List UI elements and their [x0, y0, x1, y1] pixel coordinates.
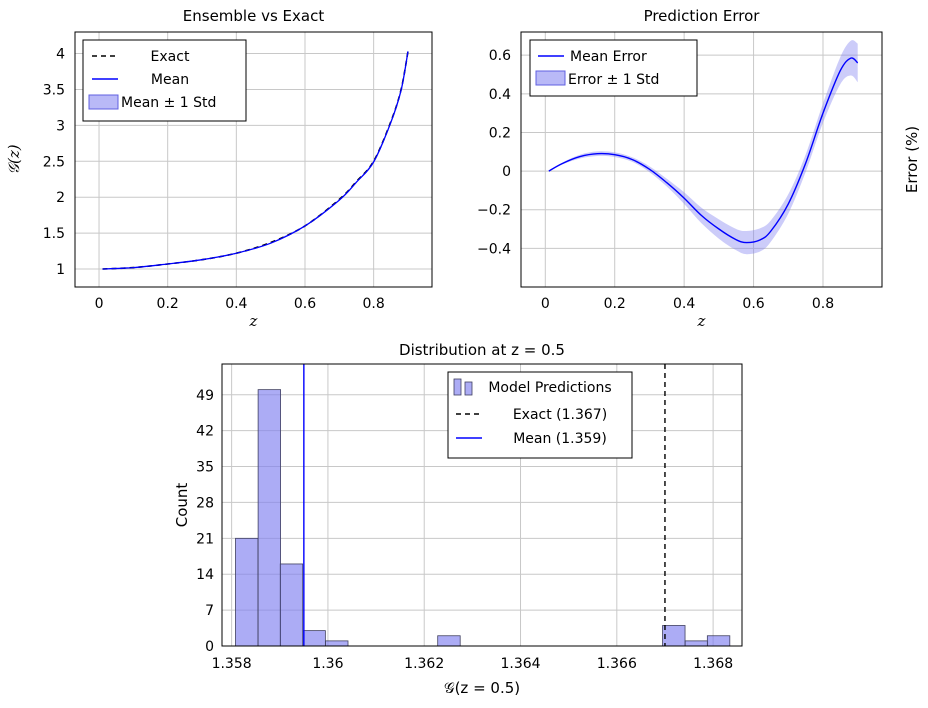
histogram-bar [706, 635, 731, 647]
legend: Exact Mean Mean ± 1 Std [82, 39, 247, 122]
y-tick-label: 1.5 [43, 226, 65, 242]
x-tick-label: 0.8 [363, 296, 385, 312]
histogram-bar [257, 389, 281, 647]
y-tick-label: 1 [56, 262, 65, 278]
plot-frame [520, 31, 883, 288]
legend-label-mean: Mean (1.359) [513, 431, 607, 447]
chart-title: Distribution at z = 0.5 [399, 341, 565, 359]
y-tick-label: 7 [205, 603, 214, 619]
x-tick-label: 0 [95, 296, 104, 312]
x-tick-label: 0.4 [673, 296, 695, 312]
x-axis-label: 𝒢(z = 0.5) [444, 679, 520, 697]
y-axis-label: 𝒢(z) [5, 144, 23, 174]
y-tick-label: 0.4 [489, 87, 511, 103]
histogram-bar [437, 635, 461, 647]
y-tick-label: 0 [502, 164, 511, 180]
legend: Model Predictions Exact (1.367) Mean (1.35… [447, 371, 633, 459]
x-tick-label: 0.8 [812, 296, 834, 312]
chart-ensemble-vs-exact: 0 0.2 0.4 0.6 0.8 1 1.5 2 2.5 3 3.5 4 Ensemble vs Ex… [5, 7, 433, 330]
x-tick-label: 1.36 [312, 656, 343, 672]
x-tick-label: 1.358 [212, 656, 252, 672]
legend-label-model-predictions: Model Predictions [488, 380, 611, 396]
y-tick-label: 3.5 [43, 82, 65, 98]
legend: Mean Error Error ± 1 Std [529, 39, 698, 97]
x-axis-label: z [697, 312, 706, 330]
y-tick-label: 42 [196, 424, 214, 440]
y-tick-label: 49 [196, 388, 214, 404]
x-tick-label: 0.2 [157, 296, 179, 312]
series-mean-line [102, 51, 409, 270]
legend-label-mean: Mean [151, 72, 189, 88]
legend-box [447, 371, 633, 459]
x-tick-label: 0.2 [604, 296, 626, 312]
y-tick-label: 35 [196, 460, 214, 476]
histogram-bar [662, 625, 686, 647]
x-tick-label: 0.6 [294, 296, 316, 312]
x-tick-label: 1.362 [404, 656, 444, 672]
legend-label-error-std: Error ± 1 Std [568, 72, 659, 88]
x-tick-label: 1.366 [597, 656, 637, 672]
y-axis-label: Error (%) [903, 126, 921, 193]
x-tick-label: 1.364 [500, 656, 540, 672]
x-axis-label: z [249, 312, 258, 330]
y-tick-label: 2 [56, 190, 65, 206]
y-tick-label: 28 [196, 495, 214, 511]
legend-swatch-error-std [535, 70, 566, 86]
histogram-bar [235, 537, 259, 647]
chart-title: Prediction Error [644, 7, 761, 25]
y-tick-label: 2.5 [43, 154, 65, 170]
legend-label-mean-error: Mean Error [570, 49, 647, 65]
x-tick-label: 0 [541, 296, 550, 312]
histogram-bar [302, 630, 326, 647]
legend-swatch-std [88, 94, 119, 110]
plot-frame [74, 31, 433, 288]
chart-prediction-error: 0 0.2 0.4 0.6 0.8 −0.4 −0.2 0 0.2 0.4 0.6 Predictio… [477, 7, 921, 330]
y-tick-label: −0.2 [477, 203, 511, 219]
x-tick-label: 1.368 [693, 656, 733, 672]
y-tick-label: 0.6 [489, 48, 511, 64]
legend-label-exact: Exact (1.367) [513, 407, 607, 423]
error-std-band [548, 40, 858, 255]
legend-box [529, 39, 698, 97]
y-tick-label: 3 [56, 118, 65, 134]
histogram-bar [684, 640, 709, 647]
y-tick-label: 0.2 [489, 125, 511, 141]
y-tick-label: 0 [205, 639, 214, 655]
x-tick-label: 0.4 [225, 296, 247, 312]
chart-title: Ensemble vs Exact [183, 7, 325, 25]
y-tick-label: 21 [196, 531, 214, 547]
legend-swatch-bar-a [453, 378, 462, 396]
y-tick-label: −0.4 [477, 241, 511, 257]
y-tick-label: 4 [56, 47, 65, 63]
y-axis-label: Count [173, 483, 191, 528]
x-tick-label: 0.6 [742, 296, 764, 312]
chart-distribution: 1.358 1.36 1.362 1.364 1.366 1.368 0 7 14 21 28 35 4… [173, 341, 743, 697]
plot-frame [221, 363, 743, 647]
legend-label-std: Mean ± 1 Std [121, 95, 216, 111]
histogram-bar [279, 563, 304, 647]
legend-label-exact: Exact [151, 49, 190, 65]
series-mean-error-line [548, 57, 859, 244]
y-tick-label: 14 [196, 567, 214, 583]
histogram-bar [325, 640, 349, 647]
legend-swatch-bar-b [464, 381, 473, 396]
